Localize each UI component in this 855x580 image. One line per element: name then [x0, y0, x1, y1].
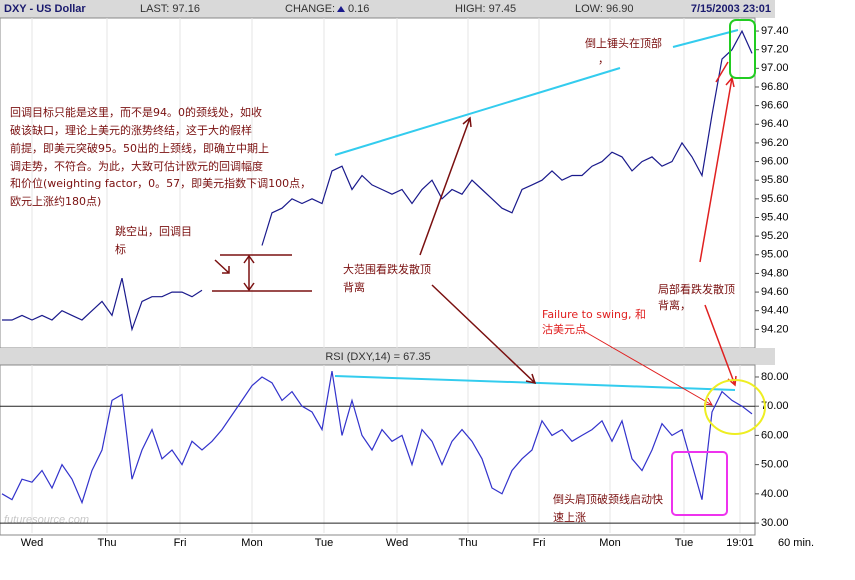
y-tick-label: 94.80 [761, 267, 789, 279]
x-tick-label: Mon [599, 537, 620, 549]
annotation: 回调目标只能是这里，而不是94。0的颈线处，如收 [10, 105, 262, 119]
annotation: 大范围看跌发散顶 [343, 262, 431, 276]
chart-title: DXY - US Dollar [4, 3, 86, 15]
annotation: 欧元上涨约180点) [10, 195, 101, 208]
annotation: 调走势，不符合。为此，大致可估计欧元的回调幅度 [10, 159, 263, 173]
y-tick-label: 96.40 [761, 118, 789, 130]
watermark: futuresource.com [4, 514, 89, 526]
price-panel [0, 17, 756, 349]
y-tick-label: 95.00 [761, 249, 789, 261]
x-tick-label: Mon [241, 537, 262, 549]
y-tick-label: 97.40 [761, 25, 789, 37]
series-line [2, 29, 753, 332]
y-tick-label: 95.20 [761, 230, 789, 242]
stat: LOW: 96.90 [575, 3, 634, 15]
stat: 0.16 [348, 3, 369, 15]
x-tick-label: Tue [315, 537, 334, 549]
rsi-panel [0, 364, 756, 536]
annotation: 倒头肩顶破颈线启动快 [553, 492, 663, 506]
y-tick-label: 97.20 [761, 44, 789, 56]
annotation-shapes [212, 19, 766, 516]
y-tick-label: 96.00 [761, 155, 789, 167]
stat: CHANGE: [285, 3, 335, 15]
annotation: 跳空出，回调目 [115, 224, 192, 238]
arrow [581, 329, 713, 406]
annotation: 标 [115, 242, 126, 256]
x-tick-label: Tue [675, 537, 694, 549]
y-tick-label: 94.20 [761, 323, 789, 335]
x-tick-label: Thu [98, 537, 117, 549]
highlight-ellipse [704, 379, 766, 435]
y-tick-label: 94.40 [761, 305, 789, 317]
y-tick-label: 50.00 [761, 459, 789, 471]
y-tick-label: 70.00 [761, 400, 789, 412]
annotation: 破该缺口，理论上美元的涨势终结，这于大的假样 [10, 123, 252, 137]
rsi-header-bar [0, 348, 775, 365]
annotation: Failure to swing, 和 [542, 308, 646, 321]
stat: HIGH: 97.45 [455, 3, 516, 15]
annotation: 速上涨 [553, 511, 586, 524]
x-tick-label: Wed [21, 537, 43, 549]
y-tick-label: 95.80 [761, 174, 789, 186]
y-tick-label: 96.80 [761, 81, 789, 93]
interval-label: 60 min. [778, 537, 814, 549]
x-tick-label: Fri [174, 537, 187, 549]
annotation: ， [598, 53, 609, 66]
y-tick-label: 96.60 [761, 100, 789, 112]
arrow [715, 61, 729, 83]
arrow [419, 116, 472, 256]
y-tick-label: 95.40 [761, 211, 789, 223]
y-tick-label: 40.00 [761, 488, 789, 500]
annotation: 局部看跌发散顶 [658, 282, 735, 296]
rsi-title: RSI (DXY,14) = 67.35 [325, 351, 430, 363]
highlight-box [729, 19, 756, 79]
stat: LAST: 97.16 [140, 3, 200, 15]
arrow [214, 259, 230, 274]
arrow [699, 76, 735, 263]
x-tick-label: Wed [386, 537, 408, 549]
y-tick-label: 97.00 [761, 62, 789, 74]
timestamp: 7/15/2003 23:01 [691, 3, 771, 15]
y-tick-label: 95.60 [761, 193, 789, 205]
change-arrow [337, 6, 345, 12]
arrow-head [243, 254, 255, 292]
y-tick-label: 60.00 [761, 429, 789, 441]
annotation: 背离， [658, 298, 691, 312]
annotation: 背离 [343, 280, 365, 294]
y-tick-label: 96.20 [761, 137, 789, 149]
highlight-box [671, 451, 728, 516]
annotation: 沽美元点 [542, 323, 586, 336]
x-tick-label: Fri [533, 537, 546, 549]
y-tick-label: 80.00 [761, 371, 789, 383]
trend-line [334, 67, 621, 156]
series-line [1, 370, 753, 505]
annotation: 前提，即美元突破95。50出的上颈线，即确立中期上 [10, 141, 269, 155]
rsi-trend-line [334, 375, 736, 391]
x-tick-label: Thu [459, 537, 478, 549]
y-tick-label: 30.00 [761, 517, 789, 529]
y-tick-label: 94.60 [761, 286, 789, 298]
header-bar [0, 0, 775, 18]
annotation: 和价位(weighting factor，0。57，即美元指数下调100点， [10, 176, 311, 190]
arrow [431, 284, 537, 385]
annotation: 倒上锤头在顶部 [585, 36, 662, 50]
x-tick-label: 19:01 [726, 537, 754, 549]
trend-line [672, 29, 739, 48]
